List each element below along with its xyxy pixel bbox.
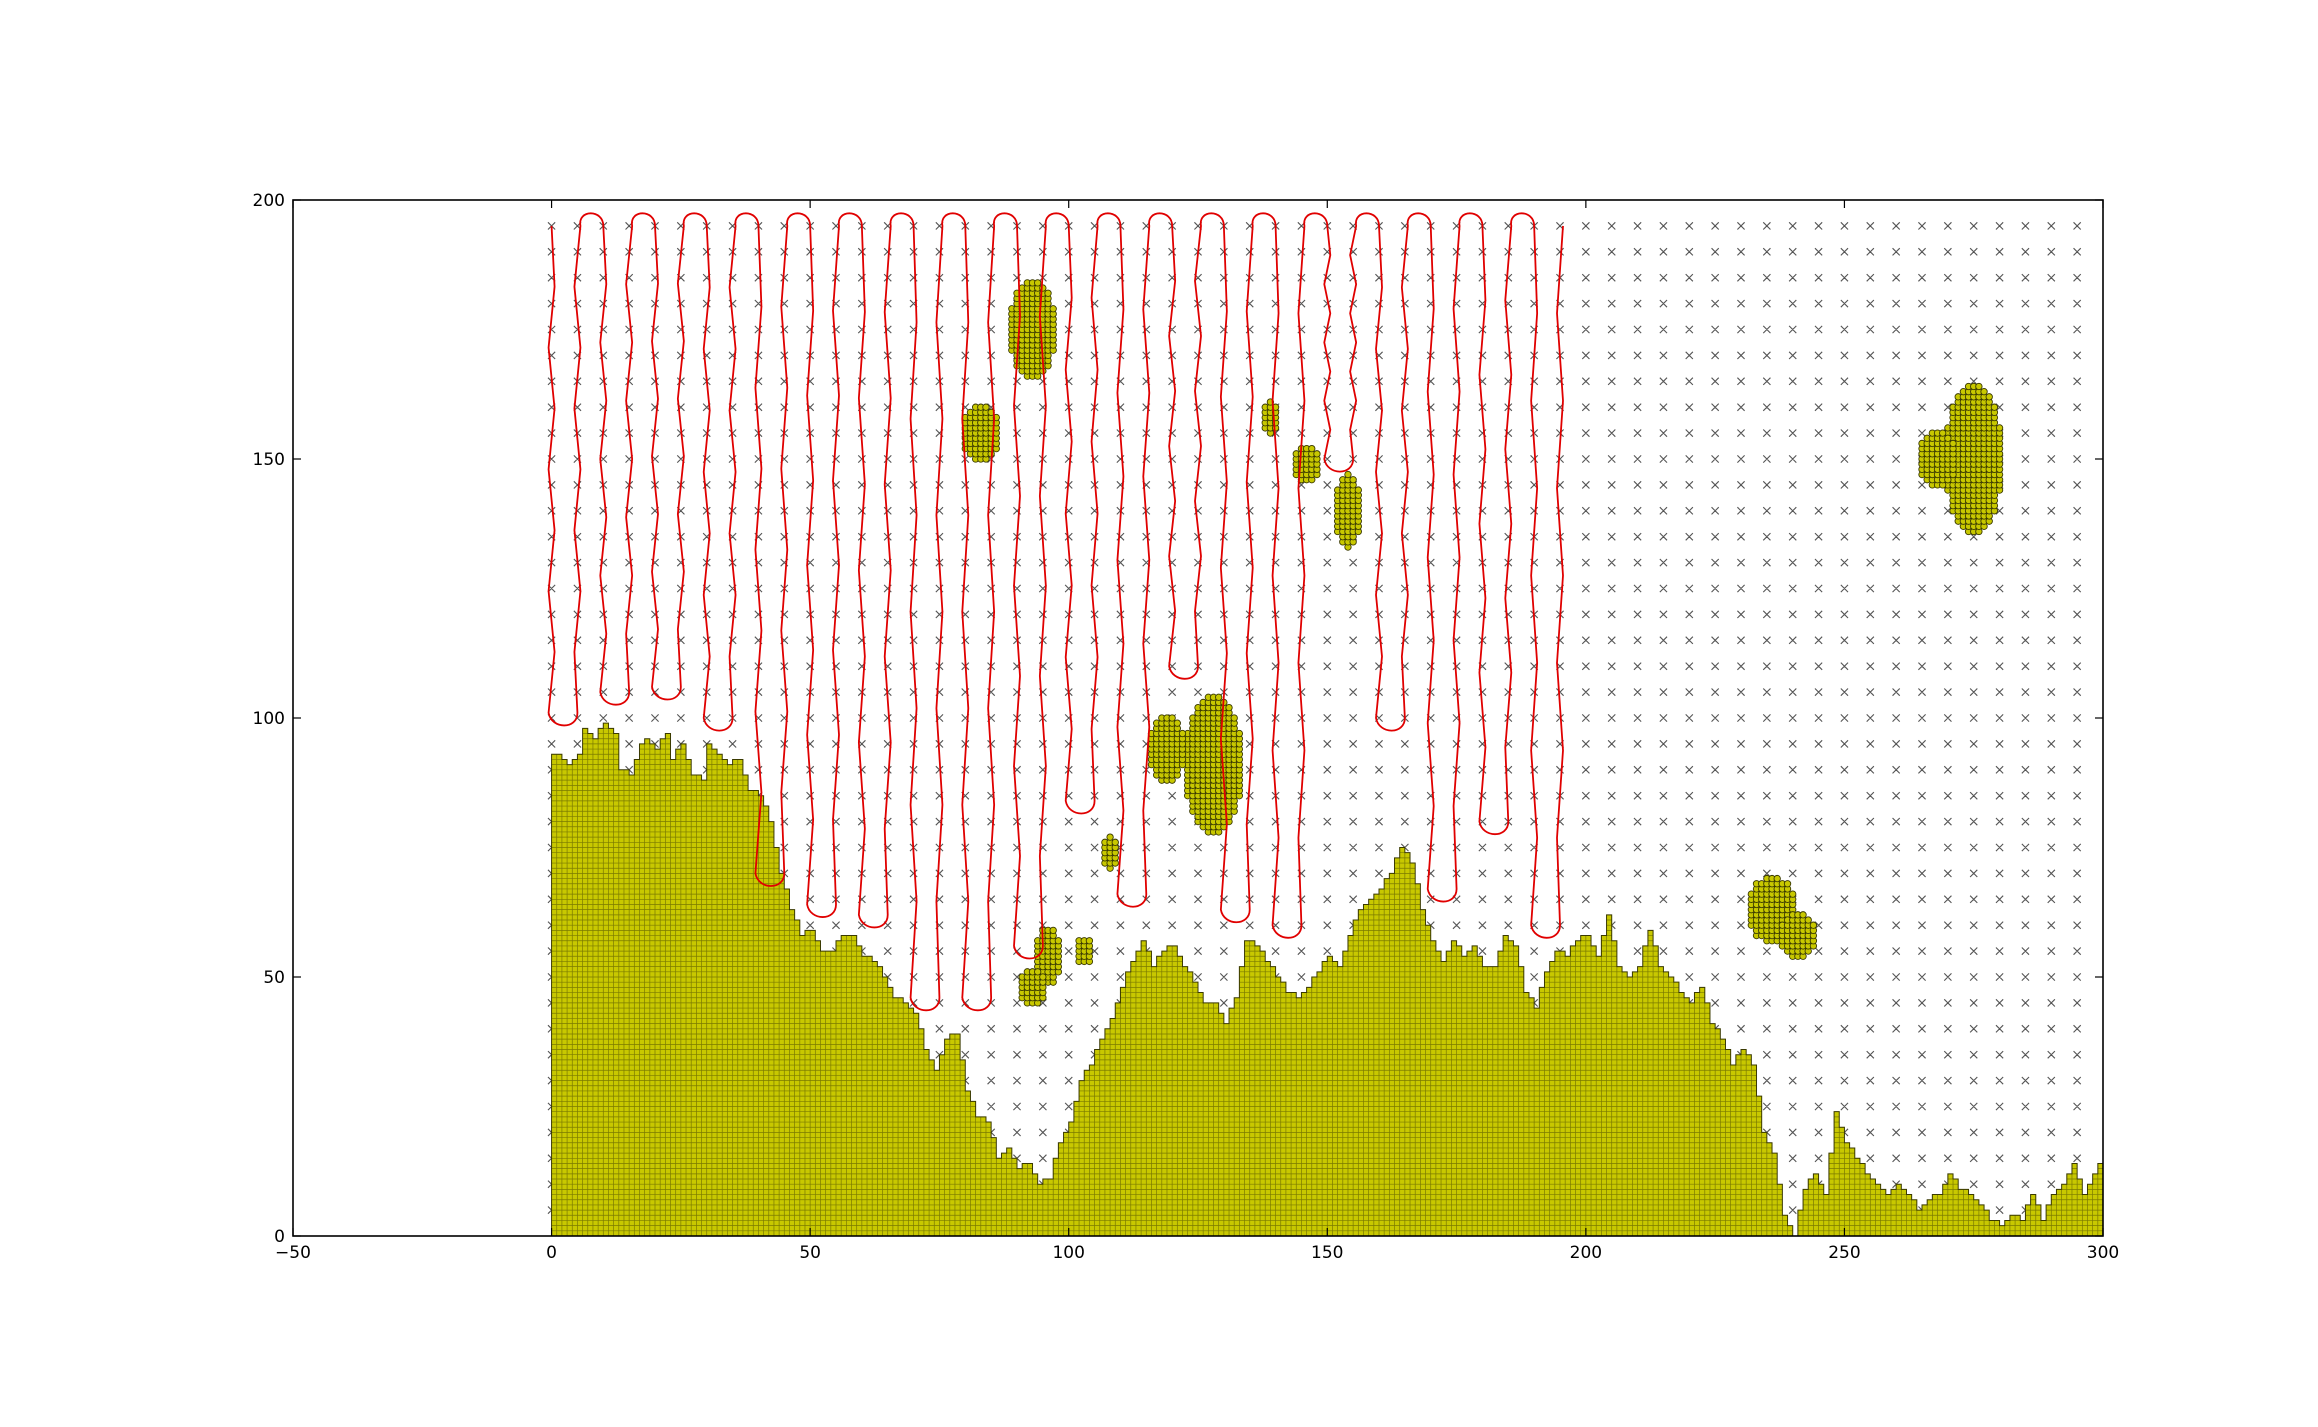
x-tick-label: 150 bbox=[1311, 1243, 1343, 1263]
obstacle-point bbox=[1354, 486, 1362, 494]
obstacle-point bbox=[1804, 916, 1812, 924]
obstacle-point bbox=[1313, 450, 1321, 458]
obstacle-point bbox=[1215, 693, 1223, 701]
obstacle-point bbox=[1039, 973, 1047, 981]
obstacle-island bbox=[1008, 279, 1057, 380]
x-tick-label: 100 bbox=[1052, 1243, 1084, 1263]
obstacle-point bbox=[1995, 424, 2004, 432]
obstacle-point bbox=[1044, 289, 1052, 297]
obstacle-point bbox=[1106, 833, 1114, 841]
obstacle-point bbox=[1990, 403, 1999, 411]
x-axis-ticks: −50 0 50 100 150 200 250 300 bbox=[275, 200, 2119, 1263]
obstacle-point bbox=[1054, 937, 1063, 945]
y-tick-label: 200 bbox=[253, 191, 285, 211]
coverage-path bbox=[547, 212, 1564, 1012]
obstacle-point bbox=[1773, 874, 1781, 883]
obstacle-island bbox=[1184, 693, 1244, 836]
y-axis-ticks: 0 50 100 150 200 bbox=[253, 191, 2103, 1247]
obstacle-point bbox=[1034, 968, 1042, 976]
x-tick-label: 50 bbox=[799, 1243, 821, 1263]
obstacle-point bbox=[1799, 911, 1807, 919]
obstacle-point bbox=[1985, 393, 1993, 401]
obstacle-point bbox=[1111, 838, 1119, 846]
obstacle-point bbox=[1225, 703, 1233, 712]
obstacle-island bbox=[1333, 470, 1362, 551]
y-tick-label: 50 bbox=[263, 968, 285, 988]
coverage-path-line bbox=[547, 212, 1564, 1012]
obstacle-point bbox=[1939, 429, 1947, 437]
x-tick-label: 300 bbox=[2087, 1243, 2119, 1263]
x-tick-label: −50 bbox=[275, 1243, 311, 1263]
obstacle-island bbox=[1147, 714, 1187, 784]
obstacle-point bbox=[1173, 719, 1181, 727]
obstacle-island bbox=[1944, 382, 2004, 536]
y-tick-label: 0 bbox=[274, 1227, 285, 1247]
obstacle-point bbox=[1944, 434, 1952, 442]
obstacle-point bbox=[1789, 890, 1797, 898]
obstacle-island bbox=[1747, 874, 1797, 945]
obstacle-point bbox=[1344, 470, 1352, 479]
obstacle-point bbox=[1049, 305, 1057, 313]
obstacle-point bbox=[1308, 444, 1316, 453]
obstacle-island bbox=[1292, 444, 1321, 484]
y-tick-label: 150 bbox=[253, 450, 285, 470]
obstacle-point bbox=[982, 403, 990, 411]
x-tick-label: 200 bbox=[1570, 1243, 1602, 1263]
obstacle-point bbox=[1349, 476, 1357, 484]
obstacle-point bbox=[1168, 714, 1176, 722]
obstacle-point bbox=[1178, 729, 1187, 738]
obstacle-point bbox=[1039, 284, 1047, 292]
obstacle-point bbox=[1809, 921, 1818, 929]
x-tick-label: 0 bbox=[546, 1243, 557, 1263]
obstacle-point bbox=[1980, 388, 1988, 396]
obstacle-point bbox=[1783, 880, 1792, 888]
obstacle-point bbox=[1085, 937, 1094, 945]
obstacle-island bbox=[1261, 398, 1280, 437]
obstacle-island bbox=[1075, 937, 1094, 966]
obstacle-point bbox=[1975, 382, 1983, 391]
obstacle-island bbox=[1918, 429, 1957, 489]
x-tick-label: 250 bbox=[1828, 1243, 1860, 1263]
obstacle-island bbox=[1101, 833, 1119, 872]
obstacle-point bbox=[1049, 926, 1057, 935]
obstacle-point bbox=[1949, 439, 1957, 448]
obstacle-point bbox=[1034, 279, 1042, 287]
obstacle-island bbox=[961, 403, 1000, 463]
obstacle-point bbox=[1235, 729, 1244, 738]
obstacle-island bbox=[1778, 911, 1818, 960]
obstacle-island bbox=[1018, 968, 1047, 1007]
obstacle-point bbox=[1230, 714, 1238, 722]
y-tick-label: 100 bbox=[253, 709, 285, 729]
